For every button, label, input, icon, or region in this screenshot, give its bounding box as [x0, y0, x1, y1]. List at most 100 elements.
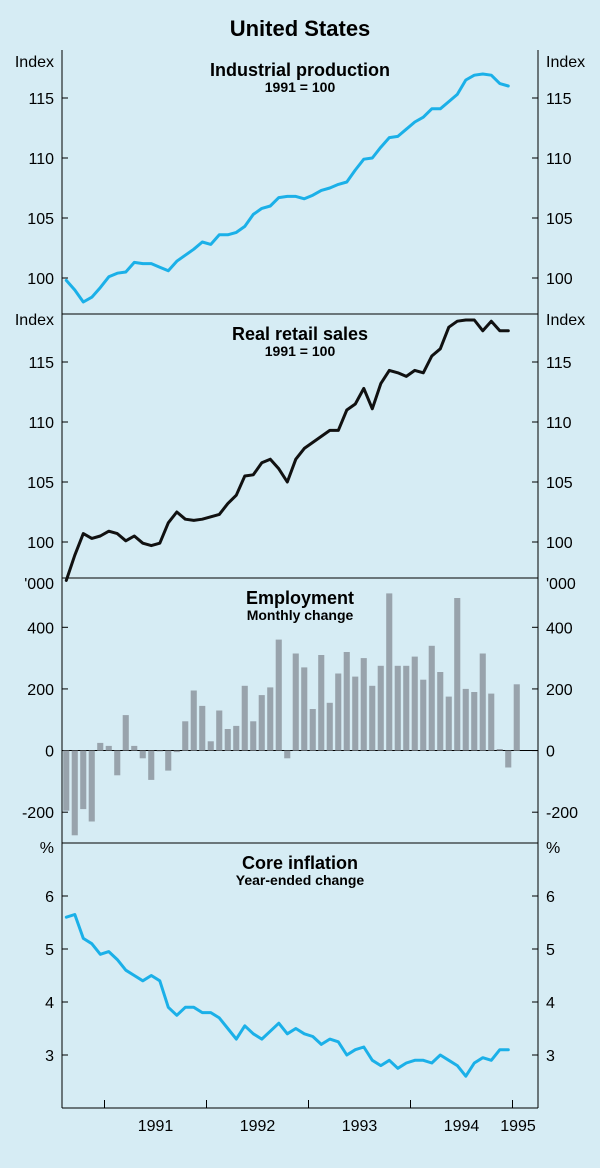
- bar: [462, 688, 469, 751]
- data-point: [286, 195, 289, 198]
- bar: [165, 750, 172, 771]
- bar: [360, 658, 367, 751]
- data-point: [294, 195, 297, 198]
- data-point: [218, 234, 221, 236]
- panel-title: Employment: [246, 588, 354, 608]
- y-tick-label-left: 200: [27, 682, 54, 699]
- y-unit-right: Index: [546, 54, 585, 71]
- bar: [386, 593, 393, 751]
- data-point: [422, 1059, 425, 1062]
- y-tick-label-left: 110: [28, 415, 54, 432]
- data-point: [498, 82, 501, 85]
- data-point: [473, 319, 476, 321]
- data-point: [226, 234, 229, 236]
- y-tick-label-right: 5: [546, 942, 555, 959]
- data-point: [337, 183, 340, 186]
- data-point: [82, 937, 85, 940]
- data-point: [124, 540, 127, 542]
- data-point: [303, 198, 306, 200]
- data-point: [396, 135, 399, 138]
- data-point: [252, 213, 255, 216]
- data-point: [133, 974, 136, 977]
- data-point: [422, 372, 425, 374]
- y-tick-label-left: 4: [45, 995, 54, 1012]
- data-point: [405, 375, 408, 378]
- panel-subtitle: Monthly change: [247, 607, 354, 623]
- y-unit-right: %: [546, 840, 560, 857]
- y-unit-left: '000: [24, 576, 54, 593]
- data-point: [82, 301, 85, 303]
- data-point: [90, 537, 93, 540]
- data-point: [371, 157, 374, 159]
- data-point: [456, 320, 459, 323]
- data-point: [141, 980, 144, 982]
- y-tick-label-left: 115: [28, 91, 54, 108]
- data-point: [260, 462, 263, 464]
- data-point: [209, 1011, 212, 1014]
- data-point: [201, 518, 204, 520]
- data-point: [124, 271, 127, 273]
- data-point: [439, 1054, 442, 1056]
- data-point: [345, 409, 348, 411]
- bar: [428, 645, 435, 751]
- data-point: [490, 74, 493, 76]
- data-point: [175, 511, 178, 513]
- bar: [505, 750, 512, 768]
- y-unit-left: Index: [15, 312, 54, 329]
- data-point: [65, 916, 68, 918]
- y-tick-label-left: 5: [45, 942, 54, 959]
- y-tick-label-right: 400: [546, 620, 573, 637]
- bar: [97, 742, 104, 751]
- data-point: [405, 1062, 408, 1064]
- data-point: [464, 79, 467, 81]
- y-tick-label-right: 4: [546, 995, 555, 1012]
- data-point: [388, 136, 391, 139]
- data-point: [320, 189, 323, 192]
- bar: [216, 710, 223, 751]
- data-point: [507, 330, 510, 332]
- data-point: [235, 1038, 238, 1040]
- data-point: [447, 326, 450, 329]
- y-tick-label-right: 0: [546, 744, 555, 761]
- bar: [105, 745, 112, 751]
- data-point: [116, 532, 119, 535]
- y-tick-label-left: 100: [27, 271, 54, 288]
- y-tick-label-left: 0: [45, 744, 54, 761]
- data-point: [456, 93, 459, 96]
- data-point: [226, 502, 229, 505]
- data-point: [320, 1043, 323, 1046]
- data-point: [277, 1022, 280, 1024]
- data-point: [192, 1006, 195, 1009]
- data-point: [311, 194, 314, 196]
- y-tick-label-right: -200: [546, 805, 578, 822]
- data-point: [362, 158, 365, 160]
- data-point: [320, 435, 323, 438]
- x-tick-label: 1991: [138, 1118, 174, 1135]
- data-point: [141, 542, 144, 544]
- data-point: [362, 387, 365, 390]
- y-unit-right: Index: [546, 312, 585, 329]
- bar: [63, 750, 70, 811]
- data-point: [65, 279, 68, 282]
- data-point: [481, 1056, 484, 1059]
- data-point: [65, 579, 68, 582]
- bar: [71, 750, 78, 836]
- data-point: [447, 1059, 450, 1062]
- data-point: [328, 1038, 331, 1040]
- bar: [173, 750, 180, 753]
- data-point: [405, 128, 408, 130]
- y-unit-right: '000: [546, 576, 576, 593]
- data-point: [243, 475, 246, 477]
- data-point: [107, 530, 110, 532]
- data-point: [209, 243, 212, 246]
- data-point: [73, 913, 76, 916]
- data-point: [269, 1030, 272, 1032]
- bar: [309, 709, 316, 751]
- bar: [394, 665, 401, 751]
